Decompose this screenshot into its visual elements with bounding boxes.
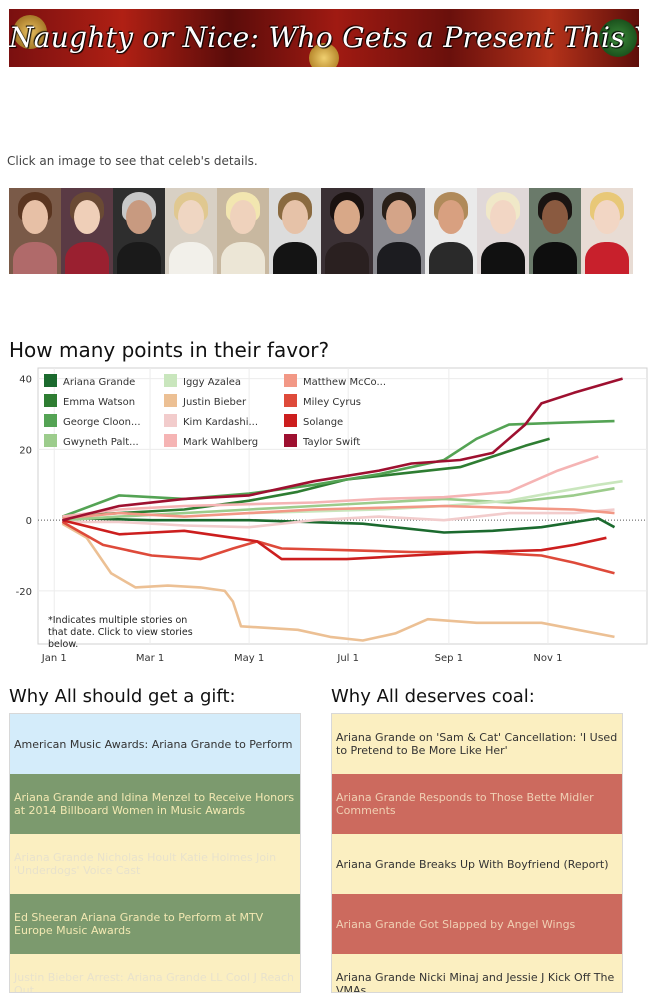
celeb-thumbnail[interactable] <box>269 188 321 274</box>
ornament-decoration <box>599 19 637 57</box>
legend-swatch <box>284 434 297 447</box>
legend-swatch <box>44 434 57 447</box>
series-line <box>62 377 623 522</box>
instruction-text: Click an image to see that celeb's detai… <box>7 154 258 168</box>
series-line <box>61 520 615 575</box>
points-line-chart: Jan 1 Mar 1 May 1 Jul 1 Sep 1 Nov 1 -20 0 20 40 Ar… <box>16 367 648 664</box>
celeb-thumbnail[interactable] <box>581 188 633 274</box>
y-tick-label: 20 <box>19 445 32 456</box>
x-tick-label: May 1 <box>234 653 264 664</box>
x-tick-label: Nov 1 <box>533 653 562 664</box>
x-tick-label: Jul 1 <box>336 653 359 664</box>
series-line <box>62 508 615 529</box>
legend-label: Ariana Grande <box>63 377 135 388</box>
ornament-decoration <box>13 15 47 49</box>
celeb-thumbnail[interactable] <box>529 188 581 274</box>
gift-story-item[interactable]: Ed Sheeran Ariana Grande to Perform at M… <box>10 894 300 954</box>
series-line <box>61 522 615 642</box>
x-tick-label: Sep 1 <box>435 653 463 664</box>
legend-swatch <box>164 414 177 427</box>
ornament-decoration <box>309 43 339 67</box>
legend-swatch <box>44 414 57 427</box>
legend-swatch <box>164 394 177 407</box>
legend-swatch <box>44 374 57 387</box>
celeb-thumbnail[interactable] <box>217 188 269 274</box>
coal-story-item[interactable]: Ariana Grande Breaks Up With Boyfriend (… <box>332 834 622 894</box>
legend-swatch <box>284 374 297 387</box>
legend-label: Emma Watson <box>63 397 135 408</box>
gift-story-list[interactable]: American Music Awards: Ariana Grande to … <box>9 713 301 993</box>
coal-story-list[interactable]: Ariana Grande on 'Sam & Cat' Cancellatio… <box>331 713 623 993</box>
legend-label: Kim Kardashi... <box>183 417 258 428</box>
series-line <box>249 479 623 515</box>
celeb-thumbnail[interactable] <box>477 188 529 274</box>
chart-note: below. <box>48 639 78 650</box>
coal-story-item[interactable]: Ariana Grande Nicki Minaj and Jessie J K… <box>332 954 622 992</box>
series-line <box>62 518 607 561</box>
legend-label: Taylor Swift <box>302 437 360 448</box>
legend-label: Solange <box>303 417 343 428</box>
legend-swatch <box>164 434 177 447</box>
legend-label: Iggy Azalea <box>183 377 241 388</box>
celeb-thumbnail[interactable] <box>425 188 477 274</box>
banner-title: Naughty or Nice: Who Gets a Present This… <box>9 21 639 54</box>
gift-story-item[interactable]: Justin Bieber Arrest: Ariana Grande LL C… <box>10 954 300 992</box>
legend-label: Mark Wahlberg <box>183 437 258 448</box>
series-line <box>62 515 616 534</box>
coal-story-item[interactable]: Ariana Grande Responds to Those Bette Mi… <box>332 774 622 834</box>
legend-label: George Cloon... <box>63 417 141 428</box>
y-tick-label: 0 <box>26 516 32 527</box>
legend-label: Matthew McCo... <box>303 377 386 388</box>
chart-note: *Indicates multiple stories on <box>48 615 187 626</box>
gift-column-title: Why All should get a gift: <box>9 686 236 707</box>
gift-story-item[interactable]: Ariana Grande and Idina Menzel to Receiv… <box>10 774 300 834</box>
x-tick-label: Jan 1 <box>41 653 67 664</box>
celeb-thumbnail[interactable] <box>9 188 61 274</box>
header-banner: Naughty or Nice: Who Gets a Present This… <box>9 9 639 67</box>
coal-column-title: Why All deserves coal: <box>331 686 535 707</box>
series-line <box>62 455 599 518</box>
gift-story-item[interactable]: Ariana Grande Nicholas Hoult Katie Holme… <box>10 834 300 894</box>
plot-area <box>37 367 648 645</box>
series-line <box>62 504 615 520</box>
legend-label: Justin Bieber <box>182 397 247 408</box>
y-tick-label: -20 <box>16 587 32 598</box>
gift-story-item[interactable]: American Music Awards: Ariana Grande to … <box>10 714 300 774</box>
legend-swatch <box>284 414 297 427</box>
coal-story-item[interactable]: Ariana Grande on 'Sam & Cat' Cancellatio… <box>332 714 622 774</box>
legend-swatch <box>284 394 297 407</box>
chart-note: that date. Click to view stories <box>48 627 193 638</box>
legend-swatch <box>164 374 177 387</box>
legend-swatch <box>44 394 57 407</box>
celeb-thumbnail[interactable] <box>321 188 373 274</box>
celeb-thumbnail[interactable] <box>61 188 113 274</box>
celeb-thumbnail[interactable] <box>165 188 217 274</box>
chart-title: How many points in their favor? <box>9 338 330 362</box>
legend-label: Miley Cyrus <box>303 397 361 408</box>
legend-label: Gwyneth Palt... <box>63 437 139 448</box>
celeb-thumbnail[interactable] <box>113 188 165 274</box>
celeb-image-strip <box>9 188 633 274</box>
celeb-thumbnail[interactable] <box>373 188 425 274</box>
y-tick-label: 40 <box>19 375 32 386</box>
x-tick-label: Mar 1 <box>136 653 164 664</box>
coal-story-item[interactable]: Ariana Grande Got Slapped by Angel Wings <box>332 894 622 954</box>
